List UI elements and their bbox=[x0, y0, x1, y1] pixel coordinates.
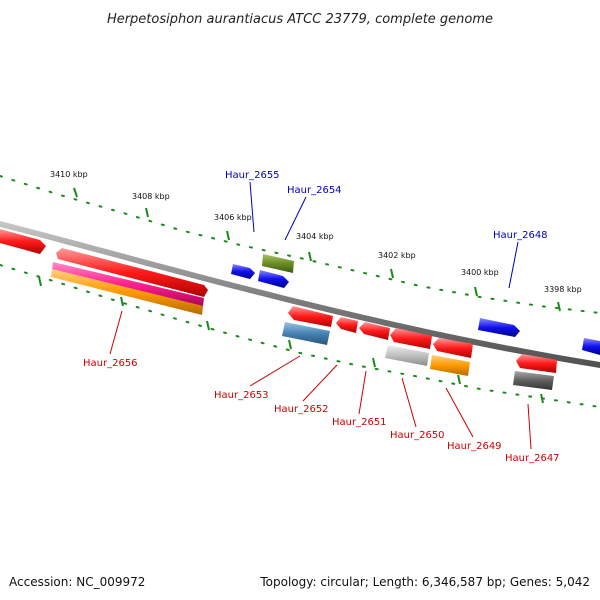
gene-blue-small[interactable] bbox=[231, 264, 255, 279]
gene-left-red[interactable] bbox=[0, 229, 46, 254]
inner-scale bbox=[0, 264, 600, 408]
gene-long-red[interactable] bbox=[56, 248, 208, 297]
tick-label: 3402 kbp bbox=[378, 251, 416, 260]
gene-haur-2653[interactable] bbox=[282, 322, 330, 345]
gene-haur-2655[interactable] bbox=[258, 270, 289, 288]
gene-haur-2648[interactable] bbox=[478, 318, 520, 337]
leader-lines bbox=[109, 181, 532, 450]
accession-text: Accession: NC_009972 bbox=[9, 575, 145, 589]
tick-label: 3404 kbp bbox=[296, 232, 334, 241]
forward-genes bbox=[0, 229, 600, 355]
gene-haur-2654[interactable] bbox=[262, 254, 294, 273]
gene-red-a[interactable] bbox=[288, 306, 333, 327]
gene-label[interactable]: Haur_2647 bbox=[505, 453, 560, 464]
map-title: Herpetosiphon aurantiacus ATCC 23779, co… bbox=[107, 12, 493, 27]
tick-label: 3408 kbp bbox=[132, 192, 170, 201]
reverse-genes bbox=[51, 262, 557, 390]
genome-summary-text: Topology: circular; Length: 6,346,587 bp… bbox=[259, 575, 590, 589]
tick-label: 3400 kbp bbox=[461, 268, 499, 277]
gene-red-b[interactable] bbox=[390, 328, 432, 349]
gene-haur-2652[interactable] bbox=[336, 317, 358, 333]
gene-red-d[interactable] bbox=[516, 354, 557, 373]
gene-label[interactable]: Haur_2649 bbox=[447, 441, 502, 452]
gene-label[interactable]: Haur_2648 bbox=[493, 230, 548, 241]
outer-scale bbox=[0, 175, 600, 314]
gene-label[interactable]: Haur_2652 bbox=[274, 404, 329, 415]
gene-red-c[interactable] bbox=[433, 338, 473, 358]
tick-label: 3398 kbp bbox=[544, 285, 582, 294]
gene-haur-2651[interactable] bbox=[359, 322, 390, 340]
gene-haur-2656[interactable] bbox=[52, 262, 204, 306]
gene-haur-2650[interactable] bbox=[385, 345, 429, 366]
gene-haur-2647[interactable] bbox=[513, 371, 554, 390]
kbp-labels: 3410 kbp 3408 kbp 3406 kbp 3404 kbp 3402… bbox=[50, 170, 582, 294]
gene-label[interactable]: Haur_2656 bbox=[83, 358, 138, 369]
gene-label[interactable]: Haur_2653 bbox=[214, 390, 269, 401]
gene-labels: Haur_2655 Haur_2654 Haur_2648 Haur_2656 … bbox=[83, 170, 560, 464]
tick-label: 3406 kbp bbox=[214, 213, 252, 222]
gene-label[interactable]: Haur_2650 bbox=[390, 430, 445, 441]
gene-right-blue[interactable] bbox=[582, 338, 600, 355]
gene-label[interactable]: Haur_2654 bbox=[287, 185, 342, 196]
gene-haur-2649[interactable] bbox=[430, 355, 470, 376]
genome-backbone bbox=[0, 221, 600, 368]
gene-label[interactable]: Haur_2655 bbox=[225, 170, 280, 181]
tick-label: 3410 kbp bbox=[50, 170, 88, 179]
gene-orange-long[interactable] bbox=[51, 269, 203, 315]
gene-label[interactable]: Haur_2651 bbox=[332, 417, 387, 428]
